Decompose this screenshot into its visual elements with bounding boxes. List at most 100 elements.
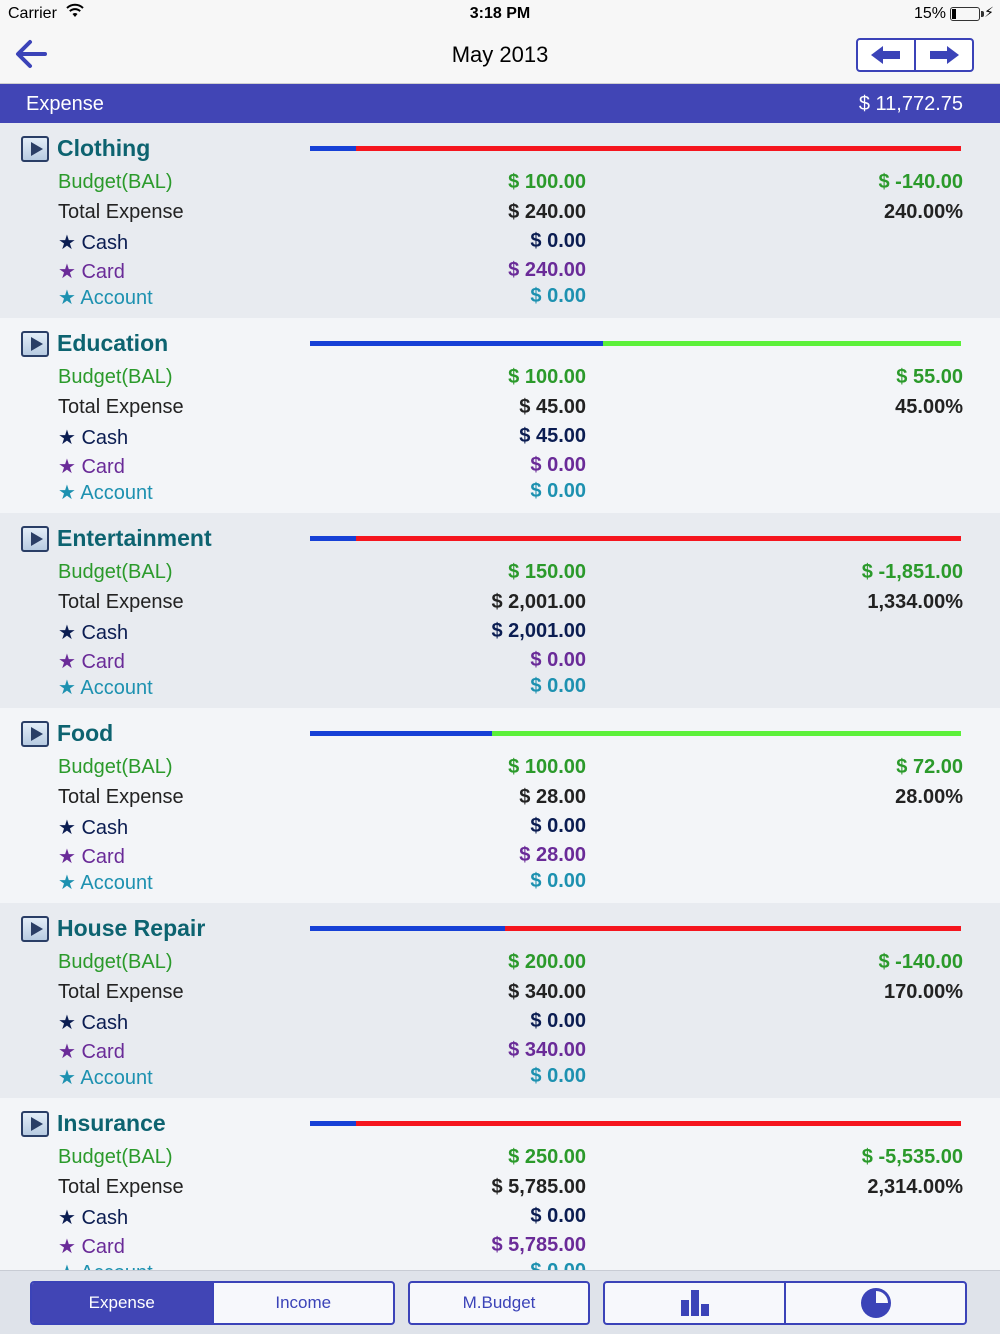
next-month-button[interactable] [914,40,972,70]
progress-spent [310,146,356,151]
total-expense-amount: $ 340.00 [508,981,586,1003]
card-row: ★ Card $ 340.00 [0,1037,1000,1063]
play-icon[interactable] [21,721,49,747]
total-expense-label: Total Expense [58,1176,184,1198]
account-row: ★ Account $ 0.00 [0,868,1000,894]
cash-amount: $ 45.00 [519,425,586,447]
category-item: Insurance Budget(BAL) $ 250.00 $ -5,535.… [0,1098,1000,1270]
balance-amount: $ 55.00 [896,366,963,388]
play-icon[interactable] [21,526,49,552]
play-icon[interactable] [21,331,49,357]
budget-label: Budget(BAL) [58,561,173,583]
budget-row: Budget(BAL) $ 150.00 $ -1,851.00 [0,559,1000,585]
progress-rest [355,146,961,151]
card-amount: $ 0.00 [530,454,586,476]
category-item: Clothing Budget(BAL) $ 100.00 $ -140.00 … [0,123,1000,318]
account-label: ★ Account [58,482,153,504]
budget-amount: $ 200.00 [508,951,586,973]
progress-rest [505,926,961,931]
category-item: Entertainment Budget(BAL) $ 150.00 $ -1,… [0,513,1000,708]
progress-spent [310,1121,356,1126]
cash-label: ★ Cash [58,1207,129,1229]
card-row: ★ Card $ 28.00 [0,842,1000,868]
wifi-icon [66,3,84,24]
account-row: ★ Account $ 0.00 [0,478,1000,504]
expense-total: $ 11,772.75 [858,93,963,115]
play-icon[interactable] [21,916,49,942]
tab-pie-chart[interactable] [784,1283,965,1323]
cash-row: ★ Cash $ 45.00 [0,423,1000,449]
pie-chart-icon [860,1288,891,1318]
balance-amount: $ -140.00 [878,951,963,973]
budget-label: Budget(BAL) [58,756,173,778]
card-amount: $ 240.00 [508,259,586,281]
total-expense-row: Total Expense $ 240.00 240.00% [0,199,1000,225]
play-icon[interactable] [21,136,49,162]
account-label: ★ Account [58,1067,153,1089]
category-name: House Repair [57,915,206,941]
card-label: ★ Card [58,846,125,868]
budget-amount: $ 100.00 [508,756,586,778]
budget-progress-bar [310,1121,961,1126]
month-switcher [856,38,974,72]
cash-amount: $ 0.00 [530,815,586,837]
total-expense-row: Total Expense $ 45.00 45.00% [0,394,1000,420]
budget-label: Budget(BAL) [58,951,173,973]
account-row: ★ Account $ 0.00 [0,1258,1000,1270]
budget-row: Budget(BAL) $ 100.00 $ 72.00 [0,754,1000,780]
budget-progress-bar [310,536,961,541]
progress-spent [310,926,506,931]
chart-tab-group [603,1281,967,1325]
progress-spent [310,536,356,541]
tab-expense[interactable]: Expense [32,1283,212,1323]
card-label: ★ Card [58,456,125,478]
battery-percent: 15% [913,5,946,22]
card-label: ★ Card [58,651,125,673]
tab-income[interactable]: Income [211,1283,394,1323]
tab-bar-chart[interactable] [605,1283,784,1323]
carrier-label: Carrier [8,5,57,22]
previous-month-button[interactable] [858,40,914,70]
budget-progress-bar [310,731,961,736]
progress-spent [310,341,603,346]
section-label: Expense [26,93,104,115]
account-amount: $ 0.00 [336,1260,586,1270]
category-name: Entertainment [57,525,212,551]
total-expense-label: Total Expense [58,786,184,808]
total-expense-amount: $ 2,001.00 [491,591,586,613]
charging-icon: ⚡ [984,4,994,20]
category-name: Food [57,720,114,746]
cash-row: ★ Cash $ 0.00 [0,1203,1000,1229]
budget-row: Budget(BAL) $ 100.00 $ 55.00 [0,364,1000,390]
total-expense-label: Total Expense [58,396,184,418]
card-row: ★ Card $ 0.00 [0,647,1000,673]
expense-percent: 240.00% [884,201,963,223]
category-list[interactable]: Clothing Budget(BAL) $ 100.00 $ -140.00 … [0,123,1000,1270]
total-expense-amount: $ 45.00 [519,396,586,418]
account-label: ★ Account [58,1260,153,1270]
balance-amount: $ -1,851.00 [861,561,963,583]
budget-progress-bar [310,341,961,346]
total-expense-amount: $ 5,785.00 [491,1176,586,1198]
account-amount: $ 0.00 [530,285,586,307]
account-amount: $ 0.00 [530,480,586,502]
total-expense-amount: $ 28.00 [519,786,586,808]
cash-amount: $ 0.00 [530,230,586,252]
total-expense-amount: $ 240.00 [508,201,586,223]
cash-label: ★ Cash [58,427,129,449]
budget-amount: $ 100.00 [508,366,586,388]
card-row: ★ Card $ 0.00 [0,452,1000,478]
budget-amount: $ 250.00 [508,1146,586,1168]
clock: 3:18 PM [469,5,531,22]
tab-monthly-budget[interactable]: M.Budget [462,1293,536,1312]
play-icon[interactable] [21,1111,49,1137]
navigation-bar: May 2013 [0,28,1000,84]
account-amount: $ 0.00 [530,675,586,697]
account-label: ★ Account [58,287,153,309]
status-bar: Carrier 3:18 PM 15% ⚡ [0,0,1000,28]
budget-tab-group: M.Budget [408,1281,590,1325]
budget-label: Budget(BAL) [58,171,173,193]
back-button[interactable] [12,36,52,72]
account-row: ★ Account $ 0.00 [0,1063,1000,1089]
card-label: ★ Card [58,1236,125,1258]
